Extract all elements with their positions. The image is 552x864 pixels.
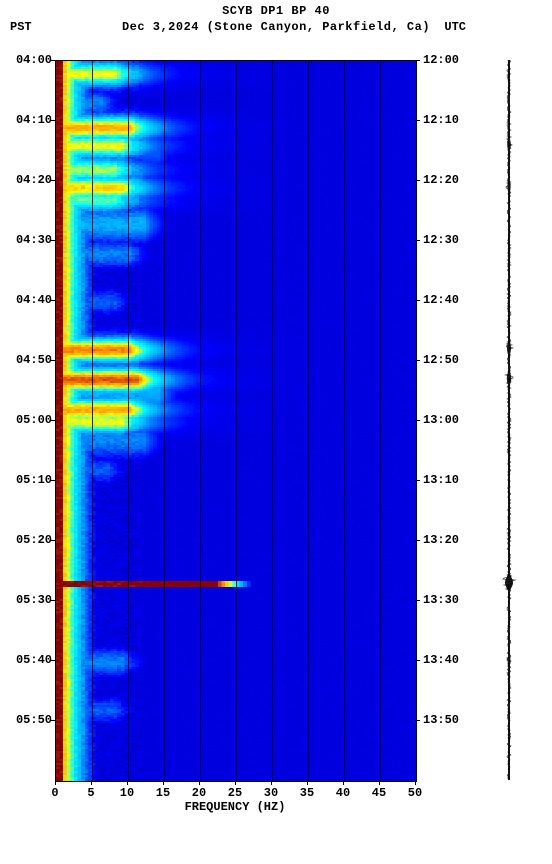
ytick-left: 05:20 (2, 534, 52, 546)
tick-mark-left (50, 180, 55, 181)
xtick-label: 25 (228, 786, 242, 800)
xtick-label: 5 (87, 786, 94, 800)
tick-mark-bottom (55, 780, 56, 785)
tick-mark-bottom (343, 780, 344, 785)
ytick-right: 13:20 (423, 534, 459, 546)
tick-mark-bottom (127, 780, 128, 785)
tick-mark-left (50, 60, 55, 61)
ytick-left: 04:50 (2, 354, 52, 366)
ytick-left: 04:00 (2, 54, 52, 66)
tick-mark-right (415, 720, 420, 721)
ytick-left: 04:40 (2, 294, 52, 306)
tz-right-label: UTC (444, 20, 466, 34)
tick-mark-right (415, 420, 420, 421)
xtick-label: 35 (300, 786, 314, 800)
tick-mark-right (415, 300, 420, 301)
tick-mark-right (415, 660, 420, 661)
ytick-left: 05:00 (2, 414, 52, 426)
xtick-label: 20 (192, 786, 206, 800)
ytick-left: 04:10 (2, 114, 52, 126)
tick-mark-left (50, 360, 55, 361)
tick-mark-right (415, 60, 420, 61)
tick-mark-right (415, 600, 420, 601)
tick-mark-bottom (415, 780, 416, 785)
xtick-label: 45 (372, 786, 386, 800)
subtitle-center: Dec 3,2024 (Stone Canyon, Parkfield, Ca) (0, 20, 552, 34)
ytick-left: 05:40 (2, 654, 52, 666)
station-title: SCYB DP1 BP 40 (0, 4, 552, 18)
xtick-label: 0 (51, 786, 58, 800)
ytick-right: 12:50 (423, 354, 459, 366)
tick-mark-bottom (91, 780, 92, 785)
tick-mark-right (415, 540, 420, 541)
tick-mark-bottom (163, 780, 164, 785)
ytick-right: 13:40 (423, 654, 459, 666)
ytick-left: 05:50 (2, 714, 52, 726)
tick-mark-left (50, 420, 55, 421)
tick-mark-left (50, 600, 55, 601)
tick-mark-left (50, 240, 55, 241)
ytick-right: 12:20 (423, 174, 459, 186)
ytick-right: 12:30 (423, 234, 459, 246)
xtick-label: 40 (336, 786, 350, 800)
waveform-strip (500, 60, 518, 780)
tick-mark-bottom (199, 780, 200, 785)
ytick-right: 12:10 (423, 114, 459, 126)
tick-mark-right (415, 180, 420, 181)
xtick-label: 50 (408, 786, 422, 800)
ytick-right: 12:40 (423, 294, 459, 306)
tick-mark-left (50, 720, 55, 721)
tick-mark-bottom (235, 780, 236, 785)
ytick-right: 12:00 (423, 54, 459, 66)
xtick-label: 10 (120, 786, 134, 800)
tick-mark-left (50, 300, 55, 301)
x-axis-label: FREQUENCY (HZ) (55, 800, 415, 814)
ytick-right: 13:00 (423, 414, 459, 426)
tick-mark-bottom (307, 780, 308, 785)
tick-mark-left (50, 540, 55, 541)
waveform-canvas (500, 60, 518, 780)
tz-left-label: PST (10, 20, 32, 34)
tick-mark-right (415, 360, 420, 361)
tick-mark-right (415, 240, 420, 241)
spectrogram-plot (55, 60, 417, 782)
ytick-left: 05:10 (2, 474, 52, 486)
tick-mark-right (415, 480, 420, 481)
spectrogram-canvas (56, 61, 416, 781)
xtick-label: 15 (156, 786, 170, 800)
spectrogram-page: SCYB DP1 BP 40 Dec 3,2024 (Stone Canyon,… (0, 0, 552, 864)
ytick-right: 13:30 (423, 594, 459, 606)
ytick-right: 13:10 (423, 474, 459, 486)
ytick-left: 04:30 (2, 234, 52, 246)
tick-mark-left (50, 480, 55, 481)
ytick-left: 05:30 (2, 594, 52, 606)
tick-mark-left (50, 660, 55, 661)
tick-mark-bottom (271, 780, 272, 785)
tick-mark-left (50, 120, 55, 121)
tick-mark-right (415, 120, 420, 121)
tick-mark-bottom (379, 780, 380, 785)
ytick-left: 04:20 (2, 174, 52, 186)
ytick-right: 13:50 (423, 714, 459, 726)
xtick-label: 30 (264, 786, 278, 800)
